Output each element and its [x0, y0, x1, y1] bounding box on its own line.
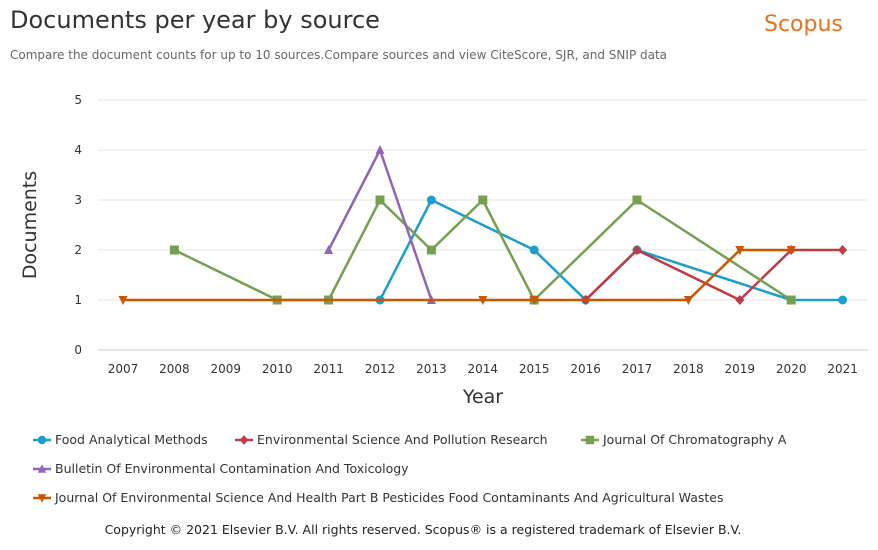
data-point: [632, 245, 642, 255]
data-point: [478, 296, 488, 305]
legend-item[interactable]: Food Analytical Methods: [33, 432, 208, 447]
legend-label: Journal Of Chromatography A: [603, 432, 787, 447]
y-tick-label: 0: [74, 343, 82, 357]
data-point: [375, 145, 385, 154]
data-point: [786, 246, 796, 255]
series-5: [118, 246, 796, 305]
legend-marker: [37, 493, 47, 503]
data-point: [735, 295, 745, 305]
legend-marker: [239, 434, 249, 445]
scopus-logo[interactable]: Scopus: [764, 12, 843, 37]
x-tick-label: 2014: [468, 362, 499, 376]
line-chart: 0 1 2 3 4 5 2007 2008 2009 2010 2011 2012 2013 2014 20…: [19, 93, 868, 408]
chart-subtitle: Compare the document counts for up to 10…: [10, 48, 668, 62]
legend-label: Environmental Science And Pollution Rese…: [257, 432, 548, 447]
series-2: [581, 245, 848, 305]
x-tick-label: 2019: [725, 362, 756, 376]
y-axis-title: Documents: [19, 171, 41, 279]
data-point: [324, 245, 334, 254]
x-tick-label: 2016: [570, 362, 601, 376]
data-point: [838, 295, 848, 305]
legend-symbol: [33, 463, 51, 473]
legend-label: Food Analytical Methods: [55, 432, 208, 447]
series-line: [123, 248, 792, 302]
data-point: [375, 195, 385, 205]
data-point: [529, 296, 539, 305]
y-tick-label: 4: [74, 143, 82, 157]
x-tick-label: 2018: [673, 362, 704, 376]
legend-label: Journal Of Environmental Science And Hea…: [55, 490, 724, 505]
data-point: [838, 245, 848, 255]
x-tick-label: 2009: [211, 362, 242, 376]
legend-symbol: [33, 493, 51, 503]
x-tick-label: 2013: [416, 362, 447, 376]
data-point: [683, 296, 693, 305]
series-line: [327, 148, 433, 301]
legend-symbol: [581, 435, 599, 444]
data-point: [478, 195, 488, 205]
legend-marker: [585, 435, 595, 444]
x-tick-label: 2007: [108, 362, 139, 376]
copyright-footer: Copyright © 2021 Elsevier B.V. All right…: [104, 522, 742, 537]
data-point: [529, 245, 539, 255]
data-point: [632, 195, 642, 205]
x-tick-label: 2020: [776, 362, 807, 376]
data-point: [735, 246, 745, 255]
legend-marker: [37, 435, 47, 444]
x-tick-label: 2010: [262, 362, 293, 376]
x-axis-title: Year: [462, 386, 503, 408]
x-tick-label: 2008: [159, 362, 190, 376]
data-point: [426, 245, 436, 255]
legend-item[interactable]: Journal Of Chromatography A: [581, 432, 786, 447]
legend-marker: [37, 463, 47, 473]
legend-item[interactable]: Journal Of Environmental Science And Hea…: [33, 490, 724, 505]
legend-item[interactable]: Bulletin Of Environmental Contamination …: [33, 461, 409, 476]
x-tick-label: 2011: [313, 362, 344, 376]
data-point: [786, 295, 796, 305]
y-tick-label: 5: [74, 93, 82, 107]
y-tick-label: 2: [74, 243, 82, 257]
legend-item[interactable]: Environmental Science And Pollution Rese…: [235, 432, 548, 447]
legend-symbol: [235, 434, 253, 445]
x-tick-label: 2012: [365, 362, 396, 376]
x-tick-label: 2017: [622, 362, 653, 376]
legend-label: Bulletin Of Environmental Contamination …: [55, 461, 409, 476]
y-tick-label: 3: [74, 193, 82, 207]
x-tick-label: 2021: [827, 362, 858, 376]
legend-symbol: [33, 435, 51, 444]
chart-title: Documents per year by source: [10, 6, 380, 34]
data-point: [426, 195, 436, 205]
x-tick-label: 2015: [519, 362, 550, 376]
data-point: [118, 296, 128, 305]
y-tick-label: 1: [74, 293, 82, 307]
data-point: [169, 245, 179, 255]
